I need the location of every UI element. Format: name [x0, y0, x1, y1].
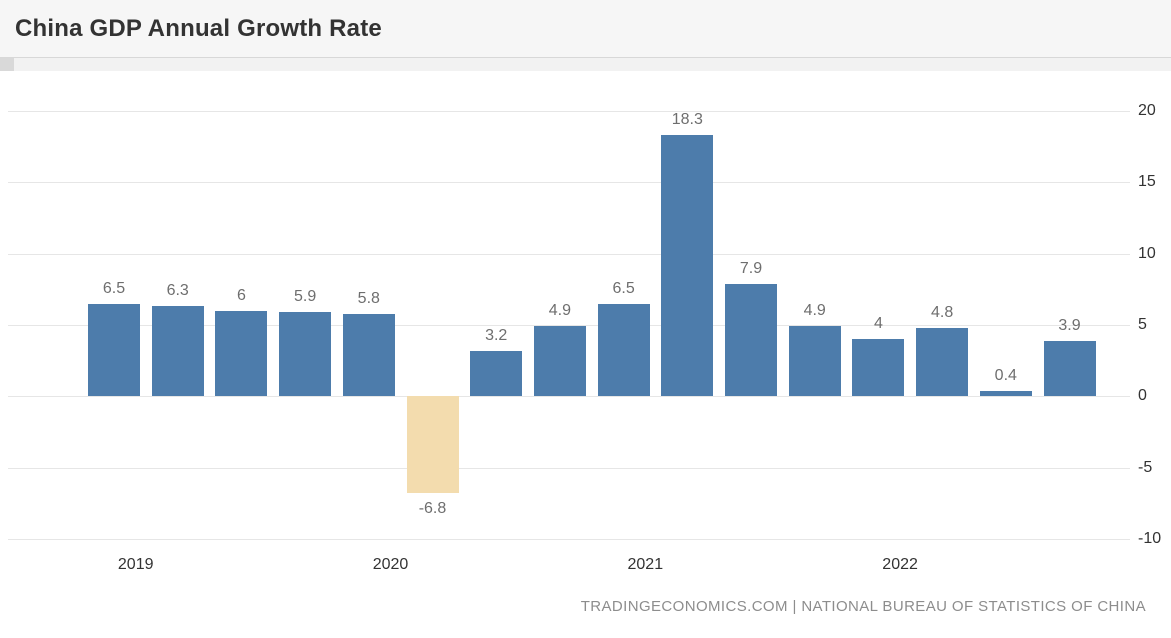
bar-value-label: 6.5 [612, 279, 635, 297]
bar[interactable] [979, 390, 1032, 397]
gridline [8, 539, 1130, 540]
bar-value-label: 4.9 [548, 302, 572, 320]
x-axis-tick-label: 2021 [627, 556, 664, 573]
bar-value-label: 6.5 [102, 279, 126, 297]
page-title: China GDP Annual Growth Rate [15, 14, 382, 42]
gridline [8, 182, 1130, 184]
bar[interactable] [215, 310, 268, 397]
chart-canvas: TRADINGECONOMICS.COM | NATIONAL BUREAU O… [0, 71, 1171, 637]
bar-value-label: 6 [236, 286, 246, 304]
bar-value-label: 4 [873, 315, 883, 333]
bar[interactable] [725, 283, 777, 397]
bar[interactable] [1043, 340, 1096, 397]
bar[interactable] [852, 339, 905, 397]
gridline [8, 111, 1130, 112]
bar-value-label: -6.8 [418, 500, 447, 518]
source-attribution: TRADINGECONOMICS.COM | NATIONAL BUREAU O… [580, 598, 1146, 615]
bar[interactable] [533, 326, 586, 397]
bar[interactable] [788, 326, 841, 397]
bar-value-label: 5.9 [293, 288, 317, 306]
bar-value-label: 18.3 [671, 111, 703, 129]
horizontal-scrollbar[interactable] [0, 58, 1171, 71]
gridline [8, 253, 1130, 255]
chart-header: China GDP Annual Growth Rate [0, 0, 1171, 58]
bar[interactable] [88, 303, 140, 397]
gridline [8, 467, 1130, 469]
y-axis-tick-label: -10 [1138, 530, 1162, 547]
bar-value-label: 0.4 [994, 366, 1017, 384]
y-axis-tick-label: 5 [1138, 316, 1147, 333]
x-axis-tick-label: 2020 [372, 556, 409, 573]
bar-value-label: 7.9 [739, 259, 763, 277]
scrollbar-thumb[interactable] [0, 58, 14, 71]
bar[interactable] [406, 396, 459, 494]
bar-value-label: 4.9 [803, 302, 826, 320]
bar-value-label: 4.8 [930, 303, 954, 321]
bar-value-label: 6.3 [166, 282, 189, 300]
y-axis-tick-label: -5 [1138, 458, 1153, 476]
y-axis-tick-label: 20 [1138, 102, 1156, 119]
bar[interactable] [470, 350, 523, 397]
bar-value-label: 3.9 [1058, 316, 1081, 334]
bar[interactable] [597, 303, 650, 397]
bar[interactable] [151, 306, 204, 397]
x-axis-tick-label: 2022 [882, 556, 918, 573]
zero-gridline [8, 396, 1130, 398]
bar[interactable] [661, 135, 714, 397]
bar[interactable] [916, 327, 969, 397]
bar-value-label: 3.2 [485, 326, 508, 344]
y-axis-tick-label: 10 [1138, 244, 1156, 262]
y-axis-tick-label: 0 [1138, 387, 1147, 405]
y-axis-tick-label: 15 [1138, 173, 1156, 191]
bar[interactable] [342, 313, 395, 397]
gridline [8, 325, 1130, 326]
bar[interactable] [279, 312, 332, 397]
bar-value-label: 5.8 [357, 289, 380, 307]
x-axis-tick-label: 2019 [117, 556, 154, 573]
